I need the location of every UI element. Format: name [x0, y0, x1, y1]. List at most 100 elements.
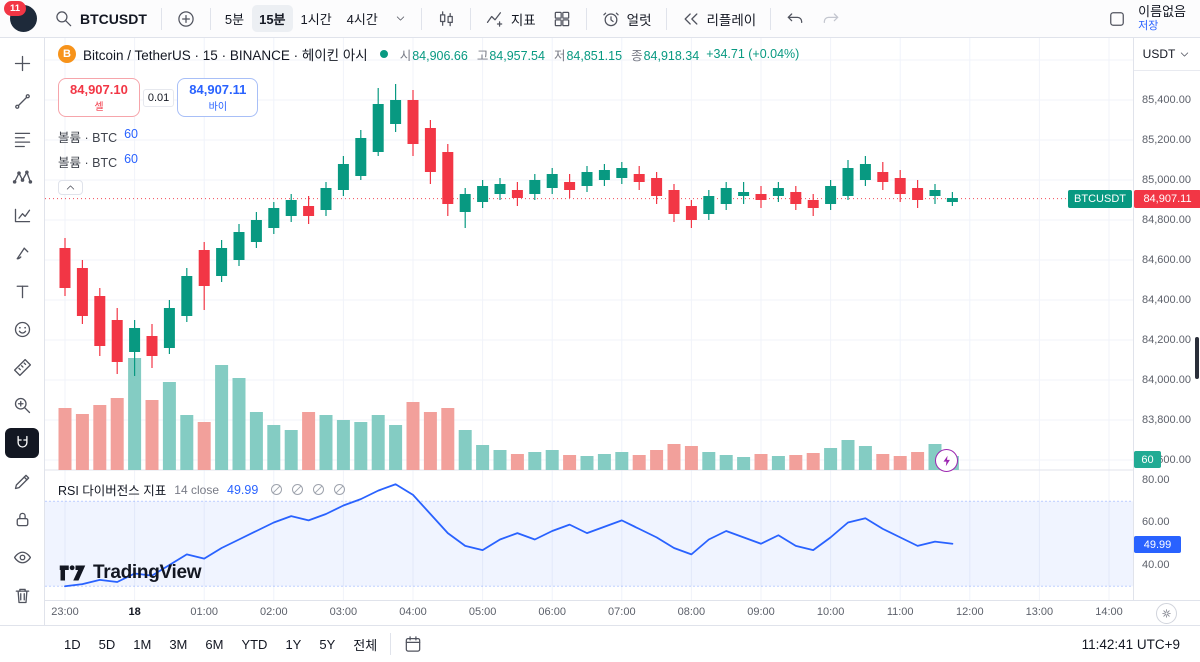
compare-add-button[interactable]: [169, 5, 203, 33]
volume-tag: 60: [1134, 451, 1161, 468]
range-5Y[interactable]: 5Y: [311, 633, 343, 656]
range-3M[interactable]: 3M: [161, 633, 195, 656]
indicators-button[interactable]: 지표: [478, 5, 543, 33]
rsi-title[interactable]: RSI 다이버전스 지표: [58, 484, 167, 498]
range-YTD[interactable]: YTD: [233, 633, 275, 656]
axis-currency[interactable]: USDT: [1134, 38, 1200, 71]
tool-brush[interactable]: [5, 238, 39, 268]
tool-emoji[interactable]: [5, 314, 39, 344]
ohlc-key: 고: [476, 48, 489, 63]
buy-label: 바이: [208, 102, 228, 113]
time-label: 10:00: [816, 606, 845, 618]
price-axis-label: 85,000.00: [1142, 174, 1191, 186]
plus-circle-icon: [176, 9, 196, 29]
replay-icon: [681, 9, 701, 29]
symbol-name: BTCUSDT: [80, 10, 147, 27]
ohlc-pair: 고84,957.54: [477, 45, 545, 64]
tool-lock[interactable]: [5, 504, 39, 534]
toolbar-divider: [469, 7, 471, 30]
range-1M[interactable]: 1M: [125, 633, 159, 656]
interval-1시간[interactable]: 1시간: [294, 5, 339, 32]
interval-group: 5분 15분 1시간 4시간: [218, 5, 385, 32]
rsi-axis-label: 40.00: [1142, 559, 1170, 571]
quick-trade-button[interactable]: [935, 449, 958, 472]
save-layout-checkbox[interactable]: [1100, 5, 1134, 33]
toolbar-divider: [585, 7, 587, 30]
rsi-delete-icon[interactable]: [311, 482, 326, 497]
symbol-search-button[interactable]: BTCUSDT: [47, 5, 154, 33]
tool-text[interactable]: [5, 276, 39, 306]
layout-name-group[interactable]: 이름없음 저장: [1138, 4, 1186, 33]
rsi-hide-icon[interactable]: [269, 482, 284, 497]
price-axis-label: 85,200.00: [1142, 134, 1191, 146]
interval-menu-button[interactable]: [387, 8, 414, 29]
indicator-icon: [485, 9, 505, 29]
tool-forecast[interactable]: [5, 200, 39, 230]
tool-xabcd-pattern[interactable]: [5, 162, 39, 192]
toolbar-divider: [770, 7, 772, 30]
rsi-axis-label: 60.00: [1142, 516, 1170, 528]
tool-trend-line[interactable]: [5, 86, 39, 116]
tool-trash[interactable]: [5, 580, 39, 610]
range-5D[interactable]: 5D: [91, 633, 124, 656]
rsi-axis-label: 80.00: [1142, 474, 1170, 486]
range-전체[interactable]: 전체: [345, 631, 385, 658]
ohlc-key: 시: [399, 48, 412, 63]
goto-date-button[interactable]: [396, 630, 430, 658]
range-1Y[interactable]: 1Y: [277, 633, 309, 656]
redo-button[interactable]: [814, 5, 848, 33]
tool-zoom-in[interactable]: [5, 390, 39, 420]
ohlc-value: 84,918.34: [643, 48, 700, 63]
alert-label: 얼럿: [626, 12, 652, 28]
interval-4시간[interactable]: 4시간: [340, 5, 385, 32]
replay-button[interactable]: 리플레이: [674, 5, 764, 33]
volume-label: 볼륨 · BTC: [58, 156, 118, 170]
save-link[interactable]: 저장: [1138, 19, 1159, 32]
volume-legend: 볼륨 · BTC 60 볼륨 · BTC 60: [58, 127, 138, 171]
buy-button[interactable]: 84,907.11 바이: [177, 78, 259, 117]
user-avatar[interactable]: 11: [4, 1, 37, 32]
time-label: 02:00: [260, 606, 288, 618]
tool-fib-retracement[interactable]: [5, 124, 39, 154]
sell-button[interactable]: 84,907.10 셀: [58, 78, 140, 117]
range-1D[interactable]: 1D: [56, 633, 89, 656]
interval-5분[interactable]: 5분: [218, 5, 251, 32]
last-price-tag: 84,907.11: [1134, 190, 1200, 208]
tool-eye[interactable]: [5, 542, 39, 572]
calendar-icon: [403, 634, 423, 654]
rsi-more-icon[interactable]: [332, 482, 347, 497]
legend-collapse-button[interactable]: [58, 180, 83, 195]
time-label: 05:00: [468, 606, 497, 618]
undo-button[interactable]: [778, 5, 812, 33]
rsi-settings-icon[interactable]: [290, 482, 305, 497]
layout-grid-button[interactable]: [545, 5, 579, 33]
time-label: 11:00: [886, 606, 914, 618]
price-axis[interactable]: USDT 85,400.00 85,200.00 85,000.00 84,800.0…: [1133, 38, 1200, 600]
ohlc-pair: 시84,906.66: [400, 45, 468, 64]
axis-settings-button[interactable]: [1156, 603, 1177, 624]
interval-15분[interactable]: 15분: [252, 5, 293, 32]
tool-crosshair[interactable]: [5, 48, 39, 78]
clock[interactable]: 11:42:41 UTC+9: [1081, 636, 1180, 652]
chart-area[interactable]: B Bitcoin / TetherUS · 15 · BINANCE · 헤이…: [45, 38, 1133, 600]
alert-button[interactable]: 얼럿: [594, 5, 659, 33]
time-axis[interactable]: 23:00 18 01:00 02:00 03:00 04:00 05:00 06:00 07:…: [45, 600, 1200, 625]
quantity-value[interactable]: 0.01: [142, 88, 175, 107]
watermark-text: TradingView: [93, 562, 202, 583]
time-label: 12:00: [956, 606, 984, 618]
ohlc-values: 시84,906.66 고84,957.54 저84,851.15 종84,918.34: [400, 45, 700, 64]
price-axis-scrollbar[interactable]: [1195, 337, 1199, 379]
ohlc-value: 84,851.15: [566, 48, 623, 63]
range-6M[interactable]: 6M: [197, 633, 231, 656]
time-label: 23:00: [51, 606, 79, 618]
market-status-dot[interactable]: [379, 50, 388, 58]
tool-ruler[interactable]: [5, 352, 39, 382]
symbol-title[interactable]: Bitcoin / TetherUS · 15 · BINANCE · 헤이킨 …: [83, 48, 368, 63]
redo-icon: [821, 9, 841, 29]
buy-price: 84,907.11: [189, 82, 247, 97]
chart-type-button[interactable]: [429, 5, 463, 33]
checkbox-icon: [1107, 9, 1127, 29]
tool-magnet[interactable]: [5, 428, 39, 458]
rsi-line: [64, 483, 954, 588]
tool-pencil[interactable]: [5, 466, 39, 496]
